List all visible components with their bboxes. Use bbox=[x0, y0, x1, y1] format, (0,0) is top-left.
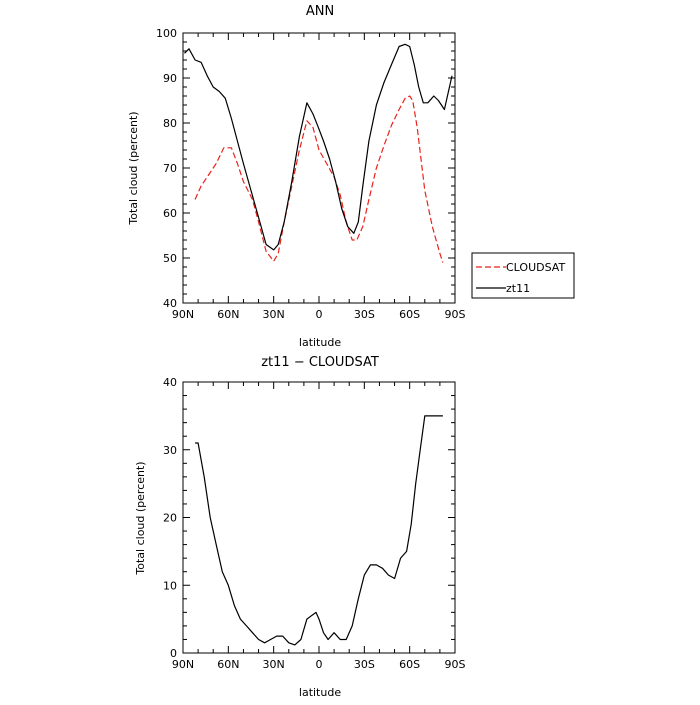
panel-annual-cloud: ANN 90N 60N 30N 0 30S 60S 90S 405060708090100 … bbox=[127, 4, 575, 349]
legend-box bbox=[471, 252, 575, 299]
x-axis: 90N 60N 30N 0 30S 60S 90S bbox=[172, 33, 466, 321]
y-tick-label: 20 bbox=[163, 512, 177, 525]
legend-label-cloudsat: CLOUDSAT bbox=[506, 261, 565, 274]
y-tick-label: 90 bbox=[163, 72, 177, 85]
series-line-zt11 bbox=[184, 43, 453, 251]
y-tick-label: 60 bbox=[163, 207, 177, 220]
y-tick-label: 40 bbox=[163, 297, 177, 310]
x-tick-label: 0 bbox=[316, 658, 323, 671]
y-axis: 0 10 20 30 40 bbox=[163, 376, 455, 660]
series-line-cloudsat bbox=[194, 95, 444, 263]
x-axis-label: latitude bbox=[299, 686, 341, 699]
panel-cloud-difference: zt11 − CLOUDSAT 90N 60N 30N 0 30S 60S 90S 0 10 2… bbox=[134, 355, 466, 699]
legend-label-zt11: zt11 bbox=[506, 282, 530, 295]
x-tick-label: 90N bbox=[172, 308, 194, 321]
x-tick-label: 30S bbox=[354, 308, 375, 321]
x-axis-label: latitude bbox=[299, 336, 341, 349]
x-axis: 90N 60N 30N 0 30S 60S 90S bbox=[172, 382, 466, 671]
y-tick-label: 40 bbox=[163, 376, 177, 389]
series-layer bbox=[195, 415, 443, 646]
chart-title: zt11 − CLOUDSAT bbox=[261, 355, 379, 370]
x-tick-label: 0 bbox=[316, 308, 323, 321]
legend: CLOUDSAT zt11 bbox=[471, 252, 575, 299]
x-tick-label: 60S bbox=[399, 308, 420, 321]
plot-frame bbox=[182, 381, 456, 654]
y-axis-label: Total cloud (percent) bbox=[127, 111, 140, 225]
y-tick-label: 80 bbox=[163, 117, 177, 130]
y-axis: 40 50 60 70 80 90 100 bbox=[156, 27, 455, 310]
x-tick-label: 30N bbox=[263, 658, 285, 671]
y-tick-label: 50 bbox=[163, 252, 177, 265]
series-layer bbox=[184, 43, 453, 263]
x-tick-label: 30N bbox=[263, 308, 285, 321]
y-axis-label: Total cloud (percent) bbox=[134, 461, 147, 575]
x-tick-label: 30S bbox=[354, 658, 375, 671]
x-tick-label: 60N bbox=[217, 308, 239, 321]
x-tick-label: 60N bbox=[217, 658, 239, 671]
x-tick-label: 90S bbox=[445, 308, 466, 321]
series-line-difference bbox=[195, 415, 443, 646]
y-tick-label: 0 bbox=[170, 647, 177, 660]
x-tick-label: 90N bbox=[172, 658, 194, 671]
y-tick-label: 100 bbox=[156, 27, 177, 40]
x-tick-label: 60S bbox=[399, 658, 420, 671]
y-tick-label: 30 bbox=[163, 444, 177, 457]
plot-frame bbox=[182, 32, 456, 304]
y-tick-label: 10 bbox=[163, 579, 177, 592]
y-tick-label: 70 bbox=[163, 162, 177, 175]
chart-title: ANN bbox=[306, 4, 334, 19]
x-tick-label: 90S bbox=[445, 658, 466, 671]
